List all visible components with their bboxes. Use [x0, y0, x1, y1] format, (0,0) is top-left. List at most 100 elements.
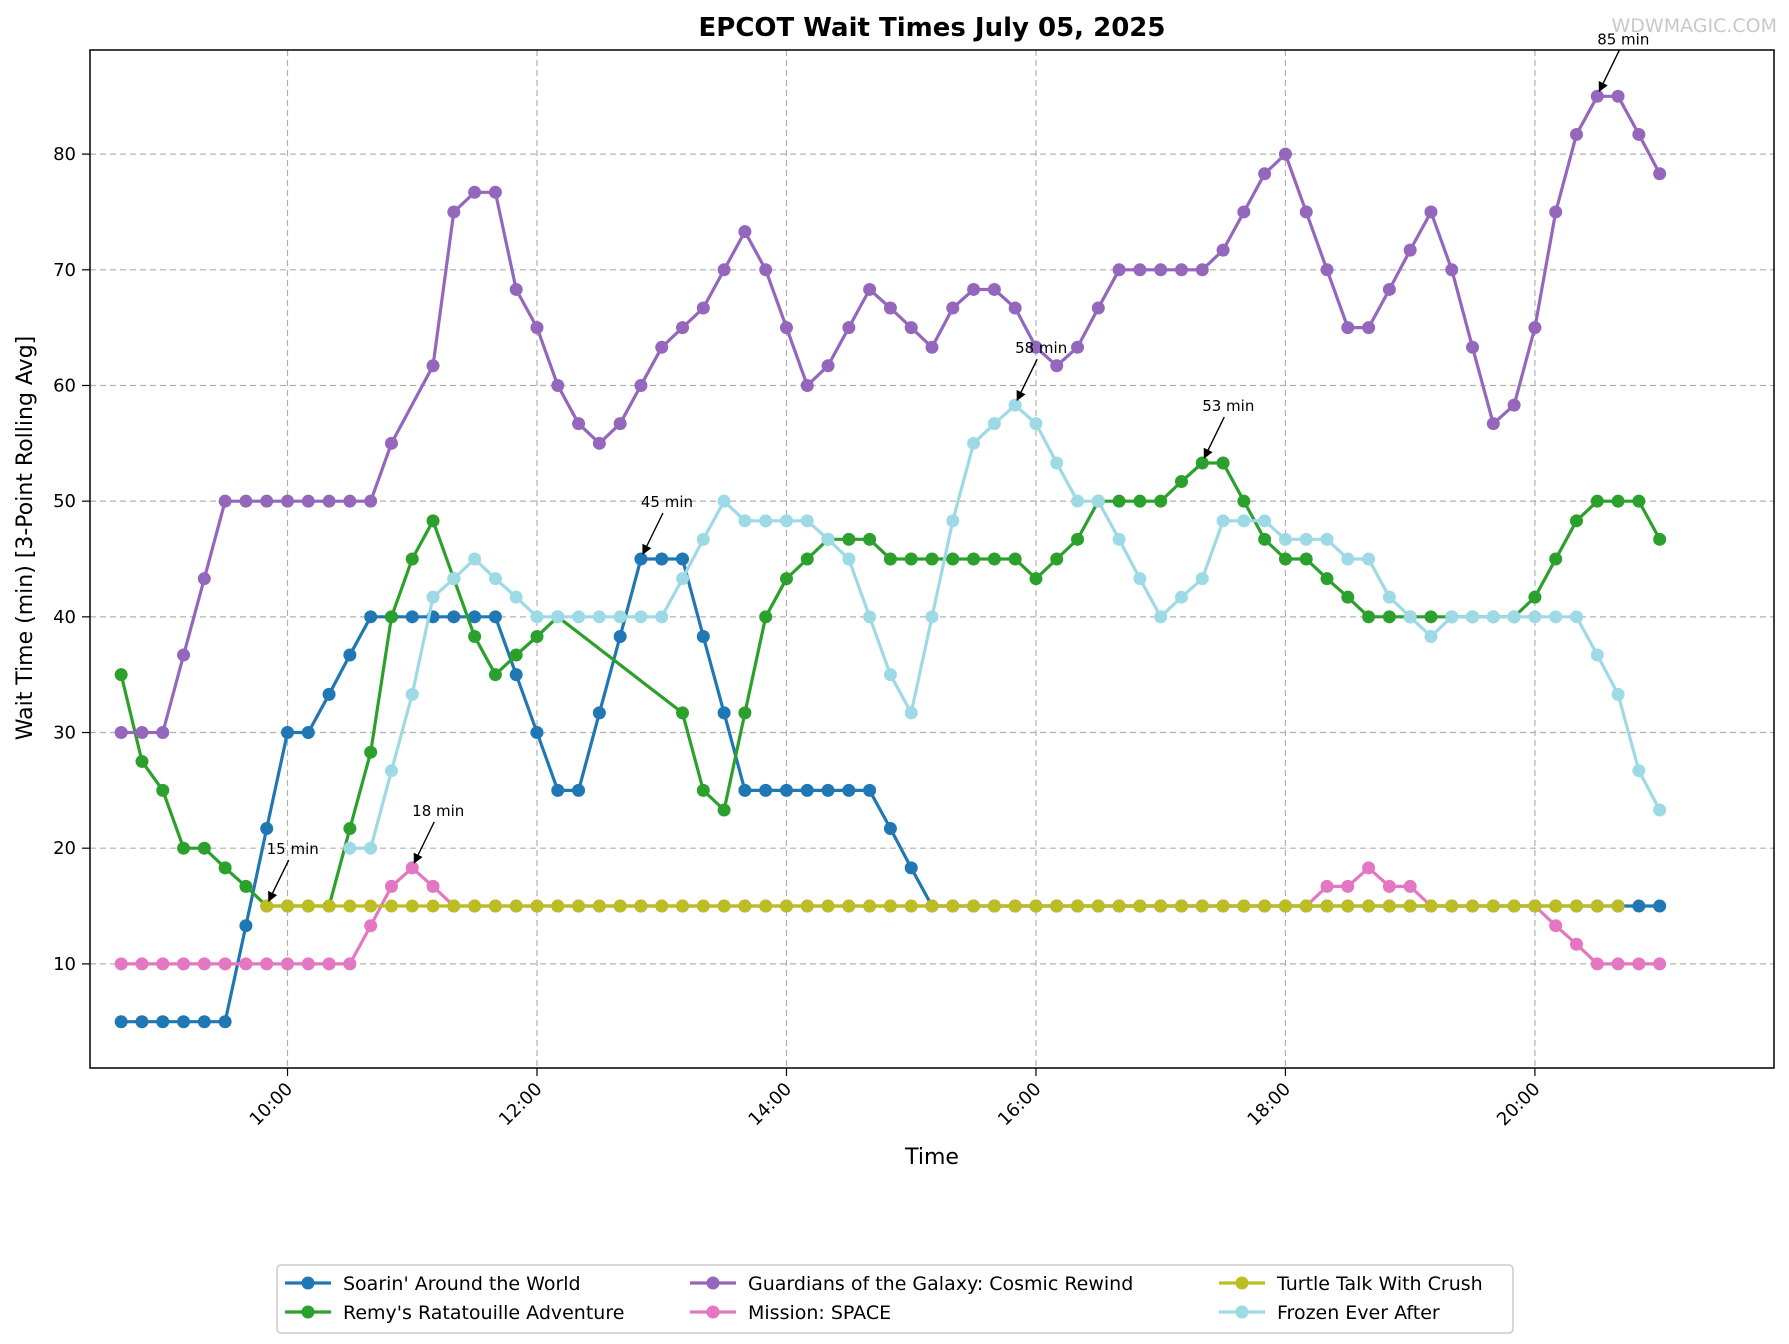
data-point	[1382, 879, 1396, 893]
data-point	[260, 494, 274, 508]
data-point	[613, 417, 627, 431]
series-6	[343, 398, 1667, 855]
data-point	[946, 514, 960, 528]
y-tick-label: 50	[53, 491, 76, 512]
data-point	[530, 899, 544, 913]
data-point	[1341, 552, 1355, 566]
annotation-arrow	[1598, 49, 1620, 93]
data-point	[1154, 263, 1168, 277]
data-point	[1195, 456, 1209, 470]
data-point	[883, 899, 897, 913]
data-point	[925, 899, 939, 913]
annotation-arrow	[642, 512, 664, 555]
data-point	[405, 687, 419, 701]
data-point	[509, 648, 523, 662]
data-point	[779, 783, 793, 797]
data-point	[1569, 899, 1583, 913]
data-point	[1424, 630, 1438, 644]
data-point	[1507, 610, 1521, 624]
data-point	[1278, 552, 1292, 566]
data-point	[925, 552, 939, 566]
data-point	[696, 301, 710, 315]
data-point	[218, 1015, 232, 1029]
data-point	[779, 321, 793, 335]
data-point	[676, 899, 690, 913]
data-point	[1195, 263, 1209, 277]
data-point	[1091, 899, 1105, 913]
legend-marker	[706, 1276, 720, 1290]
data-point	[1071, 494, 1085, 508]
data-point	[738, 899, 752, 913]
data-point	[676, 706, 690, 720]
data-point	[384, 436, 398, 450]
legend-marker	[1235, 1276, 1249, 1290]
data-point	[1362, 610, 1376, 624]
annotation-label: 15 min	[267, 840, 319, 858]
data-point	[1611, 687, 1625, 701]
legend-marker	[706, 1305, 720, 1319]
data-point	[1216, 456, 1230, 470]
legend-label: Mission: SPACE	[748, 1302, 891, 1324]
data-point	[1653, 532, 1667, 546]
data-point	[1632, 957, 1646, 971]
x-axis-title: Time	[904, 1145, 959, 1170]
data-point	[1590, 494, 1604, 508]
data-point	[655, 340, 669, 354]
data-point	[551, 783, 565, 797]
data-point	[426, 899, 440, 913]
data-point	[696, 783, 710, 797]
data-point	[301, 957, 315, 971]
data-point	[1154, 610, 1168, 624]
y-tick-label: 10	[53, 954, 76, 975]
data-point	[883, 552, 897, 566]
data-point	[634, 378, 648, 392]
data-point	[447, 899, 461, 913]
data-point	[759, 514, 773, 528]
data-point	[904, 321, 918, 335]
data-point	[343, 899, 357, 913]
data-point	[1008, 398, 1022, 412]
data-point	[239, 879, 253, 893]
data-point	[1320, 879, 1334, 893]
data-point	[509, 590, 523, 604]
data-point	[946, 552, 960, 566]
data-point	[572, 417, 586, 431]
data-point	[1549, 919, 1563, 933]
data-point	[1091, 301, 1105, 315]
data-point	[1071, 899, 1085, 913]
data-point	[364, 610, 378, 624]
data-point	[863, 610, 877, 624]
data-point	[613, 630, 627, 644]
data-point	[197, 1015, 211, 1029]
annotation-label: 53 min	[1202, 397, 1254, 415]
annotation-arrow	[1203, 416, 1225, 459]
data-point	[1112, 899, 1126, 913]
data-point	[904, 706, 918, 720]
data-point	[1445, 263, 1459, 277]
data-point	[842, 783, 856, 797]
legend-item: Remy's Ratatouille Adventure	[285, 1302, 624, 1324]
legend-marker	[1235, 1305, 1249, 1319]
legend-item: Mission: SPACE	[690, 1302, 891, 1324]
data-point	[1528, 899, 1542, 913]
data-point	[1174, 590, 1188, 604]
data-point	[239, 957, 253, 971]
data-point	[1569, 514, 1583, 528]
data-point	[925, 340, 939, 354]
data-point	[447, 572, 461, 586]
data-point	[1341, 879, 1355, 893]
data-point	[1258, 899, 1272, 913]
data-point	[738, 225, 752, 239]
data-point	[468, 899, 482, 913]
data-point	[1216, 243, 1230, 257]
data-point	[1362, 552, 1376, 566]
data-point	[1258, 532, 1272, 546]
data-point	[1653, 167, 1667, 181]
data-point	[1590, 899, 1604, 913]
data-point	[1362, 861, 1376, 875]
data-point	[1112, 494, 1126, 508]
data-point	[904, 861, 918, 875]
legend: Soarin' Around the World Remy's Ratatouil…	[276, 1264, 1514, 1334]
data-point	[572, 783, 586, 797]
data-point	[1008, 301, 1022, 315]
